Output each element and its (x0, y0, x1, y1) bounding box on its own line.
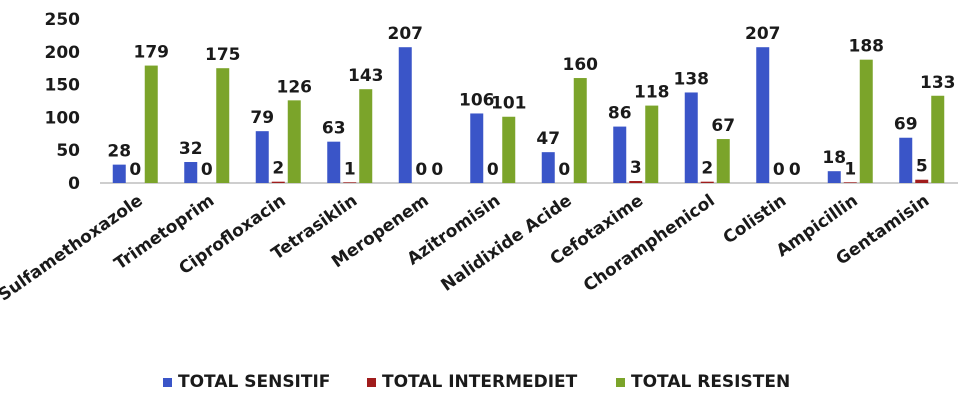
bar-1 (843, 182, 857, 183)
data-label: 32 (179, 139, 203, 159)
legend-swatch (163, 378, 172, 387)
data-label: 0 (431, 160, 443, 180)
data-label: 207 (388, 24, 424, 44)
y-tick-label: 50 (56, 141, 80, 161)
data-label: 2 (272, 159, 284, 179)
data-label: 47 (536, 129, 560, 149)
data-label: 106 (459, 90, 495, 110)
legend-label: TOTAL SENSITIF (178, 372, 330, 392)
bar-0 (899, 137, 913, 183)
data-label: 143 (348, 66, 384, 86)
data-label: 0 (201, 160, 213, 180)
bar-2 (144, 65, 158, 183)
bar-0 (327, 141, 341, 183)
bar-1 (271, 181, 285, 183)
data-label: 0 (773, 160, 785, 180)
bar-0 (255, 131, 269, 183)
data-label: 179 (134, 43, 170, 63)
data-label: 101 (491, 94, 527, 114)
bar-1 (629, 181, 643, 183)
data-label: 0 (558, 160, 570, 180)
data-label: 133 (920, 73, 956, 93)
bar-1 (915, 179, 929, 183)
bar-0 (184, 162, 198, 183)
bar-0 (827, 171, 841, 183)
x-tick-label: Nalidixide Acide (438, 191, 576, 296)
bar-0 (613, 126, 627, 183)
data-label: 86 (608, 104, 632, 124)
data-label: 67 (711, 116, 735, 136)
bar-0 (684, 92, 698, 183)
data-label: 79 (250, 108, 274, 128)
legend-label: TOTAL RESISTEN (631, 372, 790, 392)
bar-2 (716, 139, 730, 183)
data-label: 0 (129, 160, 141, 180)
bar-0 (756, 47, 770, 183)
bar-2 (216, 68, 230, 183)
data-label: 138 (674, 69, 710, 89)
data-label: 160 (563, 55, 599, 75)
bar-1 (343, 182, 357, 183)
legend-label: TOTAL INTERMEDIET (382, 372, 578, 392)
legend-swatch (367, 378, 376, 387)
bar-2 (287, 100, 301, 183)
data-label: 188 (849, 37, 885, 57)
legend: TOTAL SENSITIF TOTAL INTERMEDIET TOTAL RES… (163, 372, 790, 392)
y-tick-label: 150 (45, 76, 81, 96)
y-tick-label: 0 (68, 174, 80, 194)
bar-2 (645, 105, 659, 183)
data-label: 63 (322, 119, 346, 139)
y-tick-label: 250 (45, 10, 81, 30)
data-label: 175 (205, 45, 241, 65)
data-label: 0 (415, 160, 427, 180)
data-label: 3 (630, 158, 642, 178)
bar-0 (112, 164, 126, 183)
bar-2 (359, 89, 373, 183)
x-tick-label: Choramphenicol (580, 191, 719, 296)
bar-2 (931, 95, 945, 183)
y-tick-label: 100 (45, 108, 81, 128)
data-label: 0 (487, 160, 499, 180)
bar-0 (541, 152, 555, 183)
y-axis: 0 50 100 150 200 250 (45, 10, 81, 194)
data-label: 18 (822, 148, 846, 168)
bar-2 (859, 59, 873, 184)
x-axis: SulfamethoxazoleTrimetoprimCiprofloxacin… (0, 182, 958, 305)
data-label: 2 (701, 159, 713, 179)
data-label: 5 (916, 157, 928, 177)
data-label: 207 (745, 24, 781, 44)
bar-2 (502, 116, 516, 183)
data-label: 126 (277, 77, 313, 97)
y-tick-label: 200 (45, 43, 81, 63)
bar-1 (700, 181, 714, 183)
data-label: 28 (107, 142, 131, 162)
data-label: 1 (844, 159, 856, 179)
data-label: 0 (789, 160, 801, 180)
bar-2 (573, 78, 587, 183)
bars (112, 47, 945, 184)
data-label: 1 (344, 159, 356, 179)
bar-0 (470, 113, 484, 183)
data-label: 69 (894, 115, 918, 135)
bar-0 (398, 47, 412, 183)
data-label: 118 (634, 83, 670, 103)
legend-swatch (616, 378, 625, 387)
